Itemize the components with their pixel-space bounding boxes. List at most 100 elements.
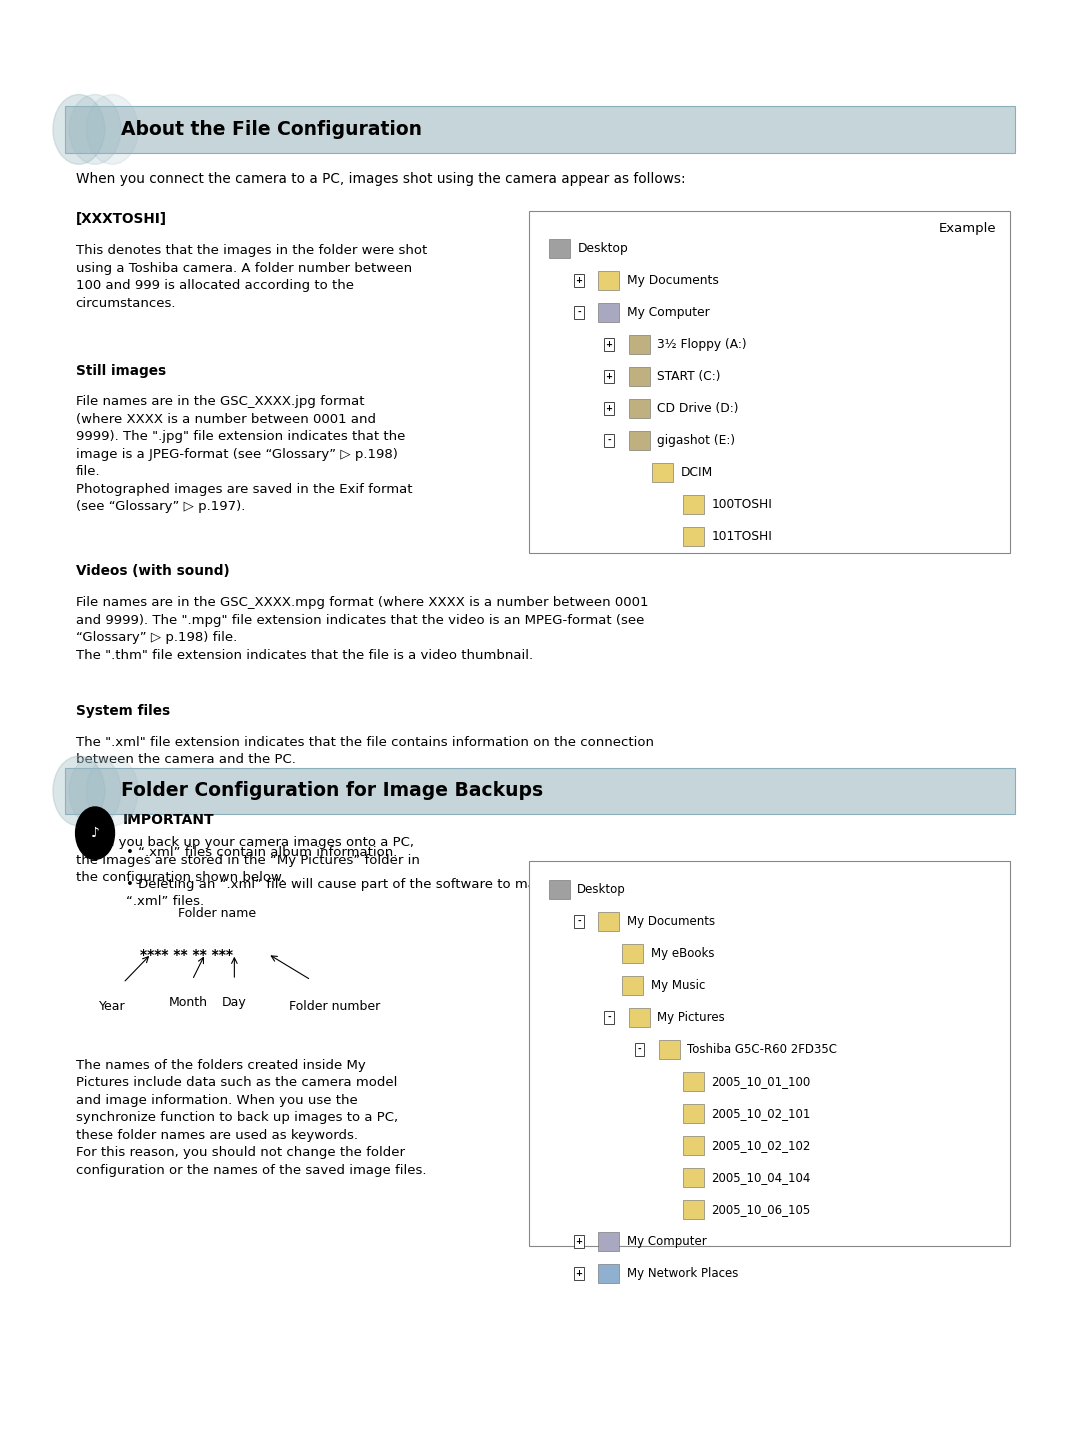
Text: File names are in the GSC_XXXX.mpg format (where XXXX is a number between 0001
a: File names are in the GSC_XXXX.mpg forma… — [76, 596, 648, 662]
Text: **** ** ** ***: **** ** ** *** — [140, 948, 233, 963]
Text: 100TOSHI: 100TOSHI — [711, 499, 772, 510]
Bar — [683, 1072, 704, 1090]
Bar — [575, 273, 584, 288]
Text: Toshiba G5C-R60 2FD35C: Toshiba G5C-R60 2FD35C — [687, 1044, 837, 1056]
Bar — [575, 1266, 584, 1281]
Text: File names are in the GSC_XXXX.jpg format
(where XXXX is a number between 0001 a: File names are in the GSC_XXXX.jpg forma… — [76, 395, 413, 513]
Text: Day: Day — [221, 996, 246, 1009]
Bar — [629, 1009, 650, 1027]
Text: My Computer: My Computer — [627, 1236, 706, 1248]
Text: My Documents: My Documents — [627, 916, 715, 928]
Text: +: + — [606, 340, 612, 349]
Text: -: - — [607, 436, 611, 445]
Text: +: + — [576, 1237, 582, 1246]
Text: Folder name: Folder name — [178, 907, 256, 920]
Bar — [605, 369, 615, 382]
Text: +: + — [606, 372, 612, 381]
Text: [XXXTOSHI]: [XXXTOSHI] — [76, 212, 166, 227]
Text: IMPORTANT: IMPORTANT — [123, 813, 215, 827]
Text: 2005_10_02_102: 2005_10_02_102 — [711, 1140, 811, 1152]
Bar — [683, 1169, 704, 1186]
Bar — [549, 238, 570, 259]
Bar — [605, 433, 615, 448]
Text: ♪: ♪ — [91, 826, 99, 840]
Bar — [65, 106, 1015, 153]
Text: CD Drive (D:): CD Drive (D:) — [657, 403, 739, 414]
Circle shape — [86, 95, 138, 164]
Text: -: - — [577, 308, 581, 317]
Text: +: + — [576, 276, 582, 285]
Text: +: + — [576, 1269, 582, 1278]
Circle shape — [86, 756, 138, 826]
Text: My Network Places: My Network Places — [627, 1268, 739, 1280]
Text: Desktop: Desktop — [577, 243, 627, 254]
Bar — [629, 430, 650, 451]
Text: -: - — [637, 1045, 642, 1054]
Text: Month: Month — [168, 996, 207, 1009]
Text: Folder Configuration for Image Backups: Folder Configuration for Image Backups — [121, 781, 543, 801]
Text: 2005_10_04_104: 2005_10_04_104 — [711, 1172, 811, 1184]
Text: +: + — [606, 404, 612, 413]
Text: About the File Configuration: About the File Configuration — [121, 119, 422, 140]
Bar — [575, 916, 584, 929]
Bar — [598, 270, 620, 291]
Bar — [529, 211, 1010, 553]
Bar — [629, 398, 650, 417]
Text: • “.xml” files contain album information.: • “.xml” files contain album information… — [126, 846, 397, 859]
Text: -: - — [607, 1013, 611, 1022]
Text: Folder number: Folder number — [289, 1000, 380, 1013]
Bar — [683, 1105, 704, 1122]
Bar — [598, 1264, 620, 1282]
Bar — [683, 526, 704, 545]
Text: Still images: Still images — [76, 364, 165, 378]
Text: 2005_10_02_101: 2005_10_02_101 — [711, 1108, 811, 1120]
Text: 2005_10_06_105: 2005_10_06_105 — [711, 1204, 810, 1216]
Bar — [629, 334, 650, 353]
Text: 3½ Floppy (A:): 3½ Floppy (A:) — [657, 339, 746, 350]
Circle shape — [69, 95, 121, 164]
Bar — [598, 304, 620, 323]
Bar — [683, 494, 704, 513]
Circle shape — [76, 807, 114, 859]
Bar — [622, 977, 644, 995]
Text: START (C:): START (C:) — [657, 371, 720, 382]
Text: My Documents: My Documents — [627, 275, 719, 286]
Text: The ".xml" file extension indicates that the file contains information on the co: The ".xml" file extension indicates that… — [76, 736, 653, 766]
Bar — [598, 913, 620, 932]
Bar — [635, 1044, 644, 1056]
Bar — [605, 339, 615, 352]
Text: DCIM: DCIM — [680, 467, 713, 478]
Bar — [529, 861, 1010, 1246]
Bar — [549, 880, 570, 899]
Text: My Music: My Music — [650, 980, 705, 992]
Text: 101TOSHI: 101TOSHI — [711, 531, 772, 542]
Text: Videos (with sound): Videos (with sound) — [76, 564, 229, 579]
Bar — [65, 768, 1015, 814]
Circle shape — [53, 756, 105, 826]
Circle shape — [53, 95, 105, 164]
Bar — [622, 945, 644, 963]
Text: 2005_10_01_100: 2005_10_01_100 — [711, 1076, 810, 1088]
Circle shape — [69, 756, 121, 826]
Text: When you back up your camera images onto a PC,
the images are stored in the “My : When you back up your camera images onto… — [76, 836, 419, 884]
Bar — [683, 1200, 704, 1218]
Bar — [629, 366, 650, 387]
Text: Example: Example — [940, 222, 997, 236]
Text: gigashot (E:): gigashot (E:) — [657, 435, 735, 446]
Text: Desktop: Desktop — [577, 884, 626, 896]
Bar — [605, 1012, 615, 1024]
Text: My Pictures: My Pictures — [657, 1012, 725, 1024]
Bar — [683, 1137, 704, 1154]
Bar — [598, 1232, 620, 1250]
Text: System files: System files — [76, 704, 170, 718]
Bar — [605, 401, 615, 416]
Text: • Deleting an “.xml” file will cause part of the software to malfunction. Do not: • Deleting an “.xml” file will cause par… — [126, 878, 694, 909]
Text: This denotes that the images in the folder were shot
using a Toshiba camera. A f: This denotes that the images in the fold… — [76, 244, 427, 310]
Bar — [575, 307, 584, 320]
Text: -: - — [577, 917, 581, 926]
Text: My Computer: My Computer — [627, 307, 710, 318]
Text: When you connect the camera to a PC, images shot using the camera appear as foll: When you connect the camera to a PC, ima… — [76, 172, 685, 186]
Bar — [659, 1041, 680, 1059]
Text: Year: Year — [99, 1000, 126, 1013]
Text: My eBooks: My eBooks — [650, 948, 714, 960]
